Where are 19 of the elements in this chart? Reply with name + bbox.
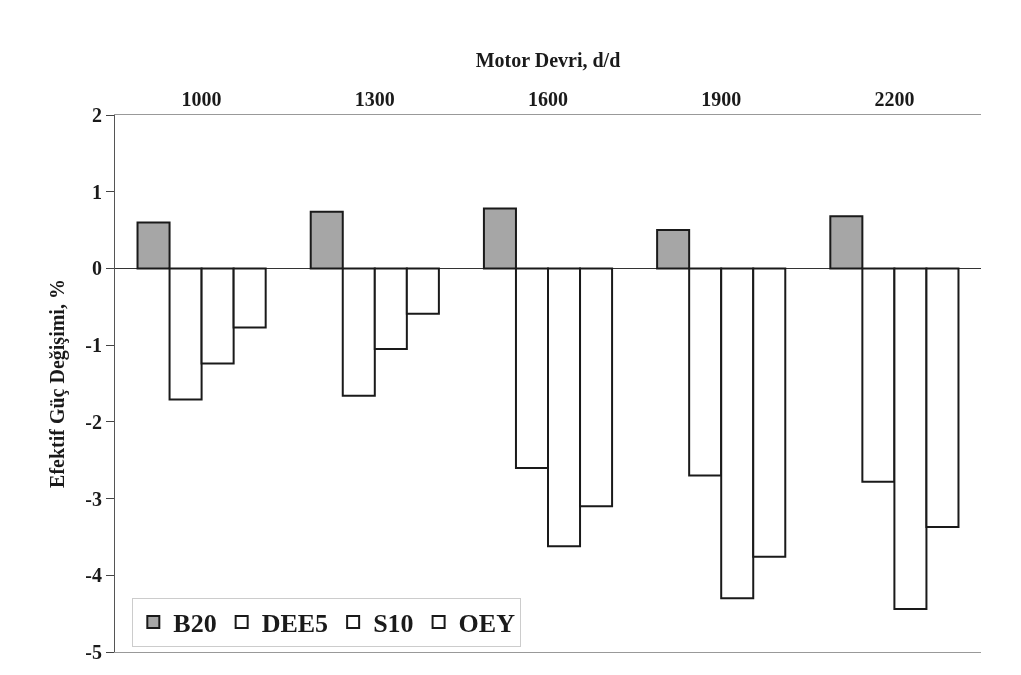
x-tick-label: 2200 [874,88,915,110]
legend-label: S10 [373,609,414,639]
x-tick-label: 1300 [354,88,395,110]
y-tick-label: -5 [85,641,102,663]
x-tick-label: 1900 [701,88,742,110]
y-tick-label: 0 [92,257,102,280]
y-tick-label: 2 [92,104,102,126]
x-axis-title: Motor Devri, d/d [475,48,621,71]
legend-label: OEY [458,609,516,639]
x-tick-label: 1000 [181,88,222,110]
legend-label: DEE5 [261,609,329,639]
y-tick-label: -4 [85,564,102,587]
y-tick-label: 1 [92,180,102,203]
legend-label: B20 [173,609,217,639]
x-tick-label: 1600 [528,88,568,110]
y-tick-label: -2 [85,410,102,433]
y-tick-label: -3 [85,487,102,510]
y-axis-title: Efektif Güç Değişimi, % [45,279,69,488]
y-tick-label: -1 [85,334,102,357]
